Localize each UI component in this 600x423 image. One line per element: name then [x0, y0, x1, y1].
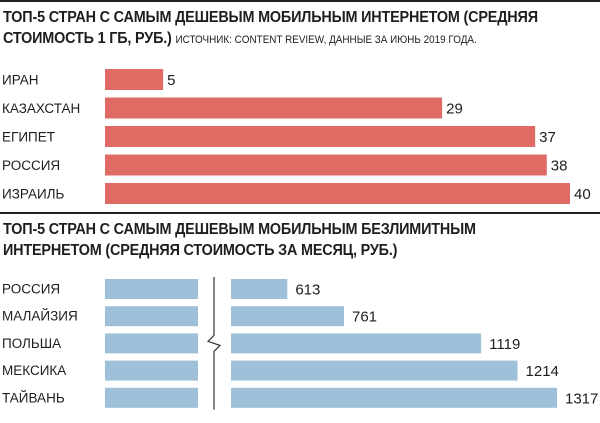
value-label: 37 — [539, 129, 556, 146]
value-label: 1119 — [489, 336, 520, 353]
bar — [105, 97, 443, 119]
chart-title: ТОП-5 СТРАН С САМЫМ ДЕШЕВЫМ МОБИЛЬНЫМ БЕ… — [3, 221, 476, 259]
chart-title: ТОП-5 СТРАН С САМЫМ ДЕШЕВЫМ МОБИЛЬНЫМ ИН… — [3, 7, 539, 51]
category-label: ЕГИПЕТ — [2, 130, 55, 145]
category-label: ИРАН — [2, 73, 39, 88]
category-label: РОССИЯ — [2, 282, 60, 297]
category-label: ТАЙВАНЬ — [2, 390, 65, 405]
bar-stub — [105, 360, 198, 381]
value-label: 761 — [352, 309, 377, 326]
value-label: 40 — [574, 186, 591, 203]
bar-chart-plot: ИРАН 5 КАЗАХСТАН 29 ЕГИПЕТ 37 РОССИЯ 38 ИЗРАИЛЬ 4… — [2, 69, 591, 204]
value-label: 1214 — [526, 363, 559, 380]
value-label: 29 — [446, 101, 463, 118]
category-label: КАЗАХСТАН — [2, 101, 80, 116]
chart-cheapest-1gb: ТОП-5 СТРАН С САМЫМ ДЕШЕВЫМ МОБИЛЬНЫМ ИН… — [2, 7, 591, 204]
bar-stub — [105, 306, 198, 327]
category-label: МАЛАЙЗИЯ — [2, 309, 78, 324]
bar — [105, 126, 536, 147]
category-label: РОССИЯ — [2, 158, 60, 173]
chart-source: ИСТОЧНИК: CONTENT REVIEW, ДАННЫЕ ЗА ИЮНЬ… — [175, 34, 477, 46]
value-label: 38 — [551, 158, 568, 175]
bar — [105, 69, 164, 90]
top-rule — [0, 0, 600, 2]
bar-stub — [105, 387, 198, 408]
axis-break-marker — [206, 277, 222, 410]
bar — [105, 183, 570, 204]
value-label: 5 — [167, 72, 175, 89]
bar — [105, 154, 547, 176]
bar-chart-plot: РОССИЯ 613 МАЛАЙЗИЯ 761 ПОЛЬША 1119 МЕКСИКА 121… — [2, 277, 598, 410]
section-divider — [0, 212, 600, 214]
category-label: ПОЛЬША — [2, 336, 61, 351]
bar — [231, 333, 482, 354]
bar-stub — [105, 279, 198, 299]
category-label: МЕКСИКА — [2, 363, 66, 378]
value-label: 613 — [295, 282, 320, 299]
chart-cheapest-unlimited: ТОП-5 СТРАН С САМЫМ ДЕШЕВЫМ МОБИЛЬНЫМ БЕ… — [0, 212, 600, 423]
bar — [231, 360, 518, 381]
bar — [231, 306, 345, 327]
bar-stub — [105, 333, 198, 354]
chart-title-text: ТОП-5 СТРАН С САМЫМ ДЕШЕВЫМ МОБИЛЬНЫМ ИН… — [3, 9, 538, 47]
bar — [231, 279, 288, 299]
category-label: ИЗРАИЛЬ — [2, 187, 65, 202]
bar — [231, 387, 557, 408]
value-label: 1317 — [565, 390, 598, 407]
